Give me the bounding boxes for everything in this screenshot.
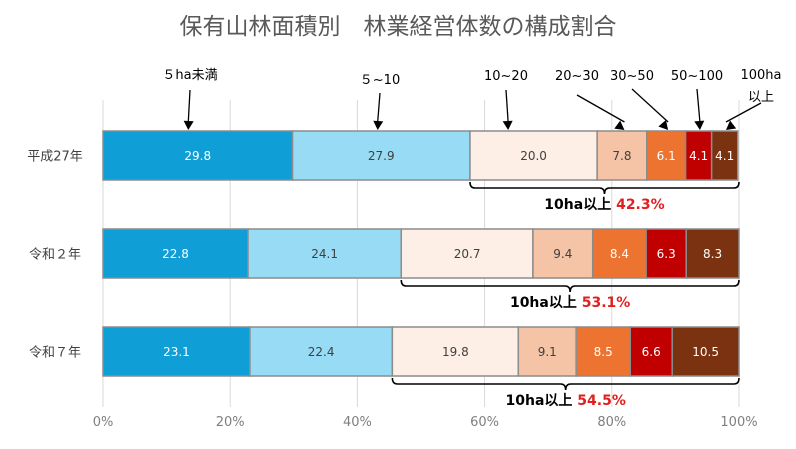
subtotal-annotation: 10ha以上 42.3% xyxy=(544,197,664,213)
pointer-arrow xyxy=(696,88,701,123)
pointer-arrow xyxy=(631,88,669,123)
arrow-head xyxy=(502,120,513,130)
x-tick-label: 20% xyxy=(216,415,245,430)
subtotal-label: 10ha以上 xyxy=(544,197,616,213)
series-header: 10~20 xyxy=(484,69,528,84)
subtotal-brace xyxy=(391,377,740,391)
subtotal-label: 10ha以上 xyxy=(510,295,582,311)
data-label: 27.9 xyxy=(368,149,395,163)
bar-segment xyxy=(645,228,687,279)
data-label: 9.1 xyxy=(538,345,557,359)
data-label: 22.8 xyxy=(162,247,189,261)
bar-segment xyxy=(646,130,687,181)
subtotal-annotations: 10ha以上 42.3%10ha以上 53.1%10ha以上 54.5% xyxy=(391,181,740,409)
series-header: 30~50 xyxy=(610,69,654,84)
x-tick-label: 40% xyxy=(343,415,372,430)
arrow-head xyxy=(614,120,625,130)
subtotal-brace xyxy=(400,279,740,293)
bar-segment xyxy=(596,130,648,181)
bar-segment xyxy=(684,130,713,181)
data-label: 9.4 xyxy=(553,247,572,261)
data-label: 7.8 xyxy=(612,149,631,163)
data-label: 6.6 xyxy=(642,345,661,359)
data-label: 6.1 xyxy=(657,149,676,163)
bar-segment xyxy=(247,228,403,279)
bar-segments: 29.8 27.9 20.0 7.8 6.1 4.1 4.1 22.8 24.1 20.7 9.4 8… xyxy=(102,130,740,377)
category-label: 令和２年 xyxy=(29,248,81,263)
data-label: 4.1 xyxy=(689,149,708,163)
series-header: 50~100 xyxy=(671,69,723,84)
data-label: 24.1 xyxy=(311,247,338,261)
bar-segment xyxy=(591,228,647,279)
bar-segment xyxy=(671,326,740,377)
arrow-head xyxy=(694,120,705,130)
category-label: 平成27年 xyxy=(27,150,83,165)
data-label: 19.8 xyxy=(442,345,469,359)
x-tick-label: 100% xyxy=(720,415,757,430)
x-axis-ticks: 0% 20% 40% 60% 80% 100% xyxy=(93,415,758,430)
bar-segment xyxy=(400,228,534,279)
bar-segment xyxy=(102,130,294,181)
arrow-head xyxy=(373,120,384,130)
pointer-arrow xyxy=(187,89,191,123)
bar-segment xyxy=(391,326,520,377)
bar-segment xyxy=(685,228,740,279)
category-label: 令和７年 xyxy=(29,346,81,361)
subtotal-label: 10ha以上 xyxy=(506,393,578,409)
pointer-arrow xyxy=(377,92,381,123)
subtotal-value: 42.3% xyxy=(616,197,665,213)
bar-segment xyxy=(532,228,594,279)
pointer-arrow xyxy=(725,102,762,123)
series-header: 20~30 xyxy=(555,69,599,84)
data-label: 23.1 xyxy=(163,345,190,359)
data-label: 8.3 xyxy=(703,247,722,261)
arrow-head xyxy=(725,120,737,130)
x-tick-label: 80% xyxy=(597,415,626,430)
subtotal-annotation: 10ha以上 53.1% xyxy=(510,295,630,311)
subtotal-brace xyxy=(469,181,740,195)
pointer-arrow xyxy=(505,89,509,123)
series-header: ５ha未満 xyxy=(162,68,217,83)
series-header: ５~10 xyxy=(360,73,400,88)
subtotal-annotation: 10ha以上 54.5% xyxy=(506,393,626,409)
data-label: 20.0 xyxy=(520,149,547,163)
series-header: 以上 xyxy=(748,90,774,105)
data-label: 20.7 xyxy=(454,247,481,261)
bar-segment xyxy=(102,228,249,279)
x-tick-label: 0% xyxy=(93,415,114,430)
bar-segment xyxy=(517,326,577,377)
subtotal-value: 54.5% xyxy=(577,393,626,409)
data-label: 8.4 xyxy=(610,247,629,261)
data-label: 4.1 xyxy=(715,149,734,163)
arrow-head xyxy=(183,120,194,130)
subtotal-value: 53.1% xyxy=(582,295,631,311)
chart-title: 保有山林面積別 林業経営体数の構成割合 xyxy=(180,14,617,40)
arrow-head xyxy=(658,119,669,130)
data-label: 22.4 xyxy=(308,345,335,359)
data-label: 6.3 xyxy=(657,247,676,261)
data-label: 8.5 xyxy=(594,345,613,359)
series-headers: ５ha未満 ５~10 10~20 20~30 30~50 50~100 100ha 以上 xyxy=(162,68,782,130)
bar-segment xyxy=(710,130,739,181)
series-header: 100ha xyxy=(740,68,781,83)
data-label: 10.5 xyxy=(692,345,719,359)
pointer-arrow xyxy=(576,94,625,123)
x-tick-label: 60% xyxy=(470,415,499,430)
data-label: 29.8 xyxy=(184,149,211,163)
